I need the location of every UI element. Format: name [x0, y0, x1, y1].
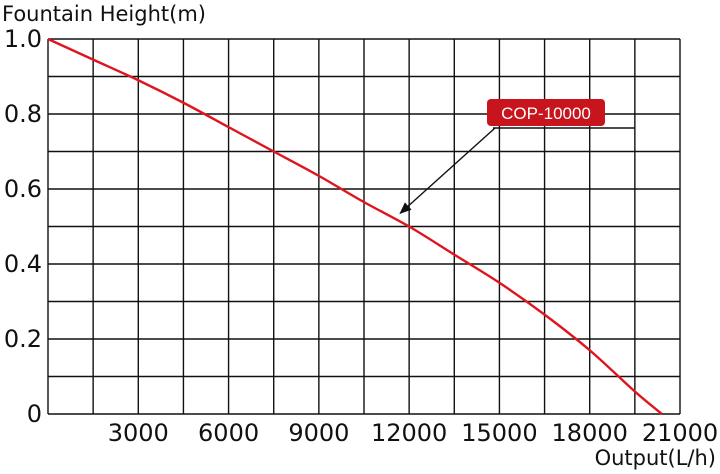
x-tick-labels: 3000 6000 9000 12000 15000 18000 21000: [108, 419, 718, 447]
x-tick-label: 12000: [371, 419, 447, 447]
y-tick-label: 1.0: [4, 25, 42, 53]
y-tick-label: 0.6: [4, 175, 42, 203]
y-tick-label: 0.4: [4, 250, 42, 278]
y-tick-label: 0.8: [4, 100, 42, 128]
x-tick-label: 21000: [642, 419, 718, 447]
annotation-badge: [487, 99, 605, 126]
x-tick-label: 6000: [198, 419, 259, 447]
y-axis-title: Fountain Height(m): [2, 2, 206, 26]
x-axis-title: Output(L/h): [595, 446, 716, 470]
annotation-arrow: [399, 127, 496, 215]
series-line-cop-10000: [47, 37, 663, 415]
x-tick-label: 15000: [461, 419, 537, 447]
y-tick-label: 0: [27, 400, 42, 428]
y-tick-labels: 0 0.2 0.4 0.6 0.8 1.0: [4, 25, 42, 428]
series-annotation: COP-10000: [399, 99, 635, 215]
x-tick-label: 3000: [108, 419, 169, 447]
annotation-label: COP-10000: [501, 104, 591, 123]
x-tick-label: 18000: [552, 419, 628, 447]
grid: [47, 38, 681, 415]
y-tick-label: 0.2: [4, 325, 42, 353]
series-layer: [47, 37, 663, 415]
x-tick-label: 9000: [288, 419, 349, 447]
